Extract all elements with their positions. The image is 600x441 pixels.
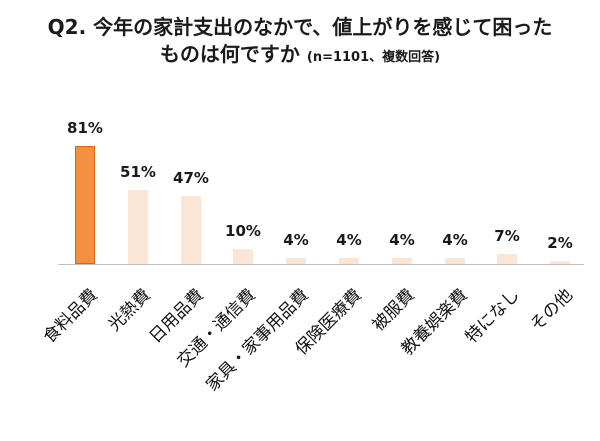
data-label: 51%: [120, 163, 156, 181]
chart-title-line1: Q2. 今年の家計支出のなかで、値上がりを感じて困った: [47, 15, 553, 39]
chart-title-question: ものは何ですか: [159, 42, 300, 66]
data-label: 2%: [547, 234, 573, 252]
bar-chart: 81% 食料品費 51% 光熱費 47% 日用品費 10% 交通・通信費 4% 家具・家事用品費 4…: [40, 119, 584, 396]
data-label: 10%: [225, 222, 261, 240]
chart-title: Q2. 今年の家計支出のなかで、値上がりを感じて困った ものは何ですか (n=1…: [0, 14, 600, 71]
data-label: 7%: [494, 227, 520, 245]
bar: [75, 146, 95, 264]
bar: [181, 196, 201, 264]
bar: [286, 258, 306, 264]
bar: [550, 261, 570, 264]
chart-title-line2: ものは何ですか (n=1101、複数回答): [0, 41, 600, 71]
bar: [497, 254, 517, 264]
chart-title-sample-note: (n=1101、複数回答): [306, 50, 441, 65]
bar: [128, 190, 148, 264]
bar: [392, 258, 412, 264]
bar: [445, 258, 465, 264]
data-label: 4%: [336, 231, 362, 249]
data-label: 4%: [442, 231, 468, 249]
data-label: 47%: [173, 169, 209, 187]
x-axis-line: [58, 264, 584, 265]
data-label: 4%: [389, 231, 415, 249]
data-label: 81%: [67, 119, 103, 137]
bar: [233, 249, 253, 264]
data-label: 4%: [283, 231, 309, 249]
bar: [339, 258, 359, 264]
